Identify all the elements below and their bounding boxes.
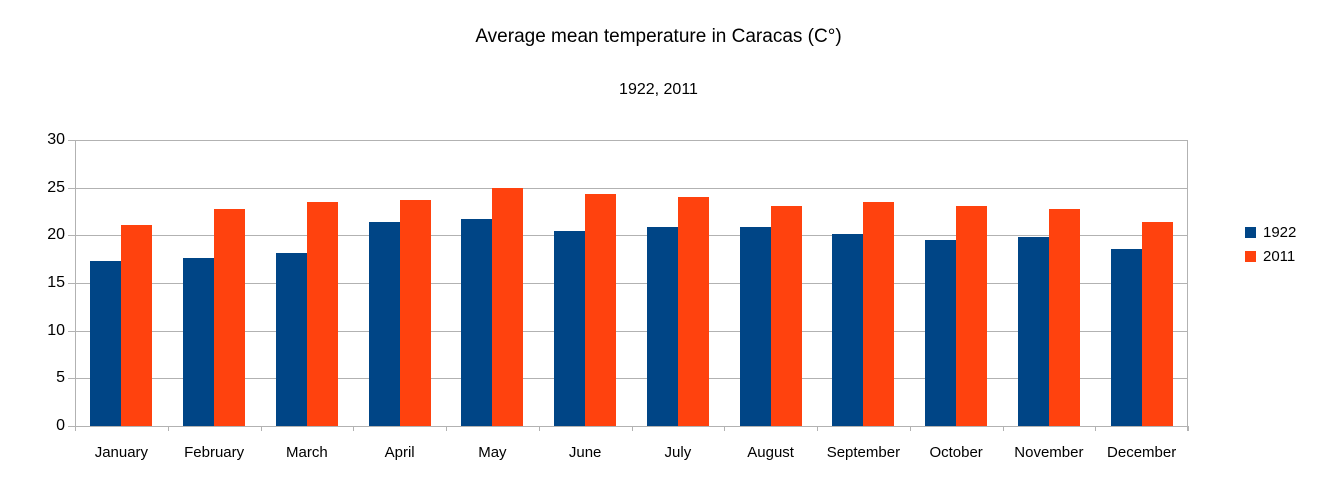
bar-2011-june — [585, 194, 617, 426]
bar-1922-october — [925, 240, 957, 426]
gridline-y-10 — [75, 330, 1188, 332]
x-tick-label-may: May — [478, 444, 507, 461]
bar-group-may — [446, 140, 539, 426]
chart-subtitle: 1922, 2011 — [619, 81, 698, 98]
gridline-y-25 — [75, 187, 1188, 189]
x-axis-tick — [631, 426, 633, 431]
x-tick-label-august: August — [747, 444, 794, 461]
legend-label-1922: 1922 — [1263, 224, 1297, 241]
bar-1922-february — [183, 258, 215, 426]
x-axis-tick — [260, 426, 262, 431]
bar-2011-december — [1141, 222, 1173, 426]
x-axis-tick — [353, 426, 355, 431]
legend-item-1922: 1922 — [1245, 224, 1297, 241]
x-tick-label-march: March — [286, 444, 328, 461]
gridline-y-30 — [75, 140, 1188, 141]
y-axis-tick — [68, 235, 75, 237]
x-tick-label-november: November — [1014, 444, 1084, 461]
x-tick-label-december: December — [1107, 444, 1177, 461]
y-tick-label-10: 10 — [47, 321, 65, 339]
legend-item-2011: 2011 — [1245, 248, 1296, 265]
bar-group-september — [817, 140, 910, 426]
x-tick-label-january: January — [94, 444, 149, 461]
y-axis-tick — [68, 187, 75, 189]
y-axis-tick — [68, 283, 75, 284]
x-axis-tick — [1095, 426, 1097, 431]
y-axis-line — [75, 140, 76, 431]
x-axis-tick — [538, 426, 540, 431]
bar-1922-april — [368, 222, 400, 426]
chart-title: Average mean temperature in Caracas (C°) — [475, 26, 842, 47]
y-axis-tick — [68, 330, 75, 332]
bar-1922-may — [461, 219, 493, 426]
bar-1922-march — [275, 253, 307, 426]
gridline-y-5 — [75, 378, 1188, 380]
bar-1922-september — [832, 234, 864, 426]
bar-group-december — [1095, 140, 1188, 426]
y-axis-tick — [68, 426, 75, 427]
x-tick-label-july: July — [664, 444, 692, 461]
x-axis-tick — [167, 426, 169, 431]
bar-group-january — [75, 140, 168, 426]
gridline-y-20 — [75, 235, 1188, 237]
bar-1922-july — [646, 226, 678, 426]
bar-group-august — [724, 140, 817, 426]
x-tick-label-april: April — [384, 444, 415, 461]
bar-2011-november — [1048, 208, 1080, 426]
bar-group-july — [632, 140, 725, 426]
bar-group-april — [353, 140, 446, 426]
y-tick-label-30: 30 — [47, 131, 65, 148]
bar-group-november — [1003, 140, 1096, 426]
plot-right-border — [1187, 140, 1188, 431]
legend-color-chip-1922 — [1245, 227, 1256, 238]
x-axis-tick — [1002, 426, 1004, 431]
y-tick-label-15: 15 — [47, 274, 65, 291]
bar-2011-january — [121, 224, 153, 426]
bar-2011-february — [214, 208, 246, 426]
bar-group-june — [539, 140, 632, 426]
bar-group-october — [910, 140, 1003, 426]
y-tick-label-20: 20 — [47, 226, 65, 244]
legend-label-2011: 2011 — [1263, 248, 1296, 265]
y-tick-label-5: 5 — [56, 369, 65, 387]
x-axis-tick — [909, 426, 911, 431]
chart-legend: 1922 2011 — [1245, 224, 1297, 275]
bar-2011-august — [770, 205, 802, 426]
bar-1922-june — [554, 230, 586, 426]
bar-2011-april — [399, 200, 431, 426]
bar-1922-december — [1110, 248, 1142, 426]
x-axis-tick — [1188, 426, 1189, 431]
y-axis-tick — [68, 140, 75, 141]
bar-group-february — [168, 140, 261, 426]
x-tick-label-october: October — [929, 444, 983, 461]
x-axis-tick — [446, 426, 447, 431]
bar-1922-january — [90, 261, 122, 426]
legend-color-chip-2011 — [1245, 251, 1256, 262]
bar-2011-october — [956, 205, 988, 426]
bar-1922-november — [1017, 237, 1049, 426]
y-tick-label-0: 0 — [56, 417, 65, 434]
bar-group-march — [261, 140, 354, 426]
x-axis-tick — [724, 426, 726, 431]
bar-2011-september — [863, 201, 895, 426]
x-axis-tick — [817, 426, 818, 431]
x-tick-label-june: June — [568, 444, 602, 461]
bar-2011-march — [306, 201, 338, 426]
x-tick-label-february: February — [184, 444, 245, 461]
bar-2011-may — [492, 187, 524, 426]
bar-1922-august — [739, 226, 771, 426]
y-axis-tick — [68, 378, 75, 380]
gridline-y-15 — [75, 283, 1188, 284]
bar-2011-july — [677, 197, 709, 426]
plot-area: January February March April May June July Augu… — [47, 132, 1189, 461]
x-tick-label-september: September — [826, 444, 901, 461]
y-tick-label-25: 25 — [47, 178, 65, 196]
